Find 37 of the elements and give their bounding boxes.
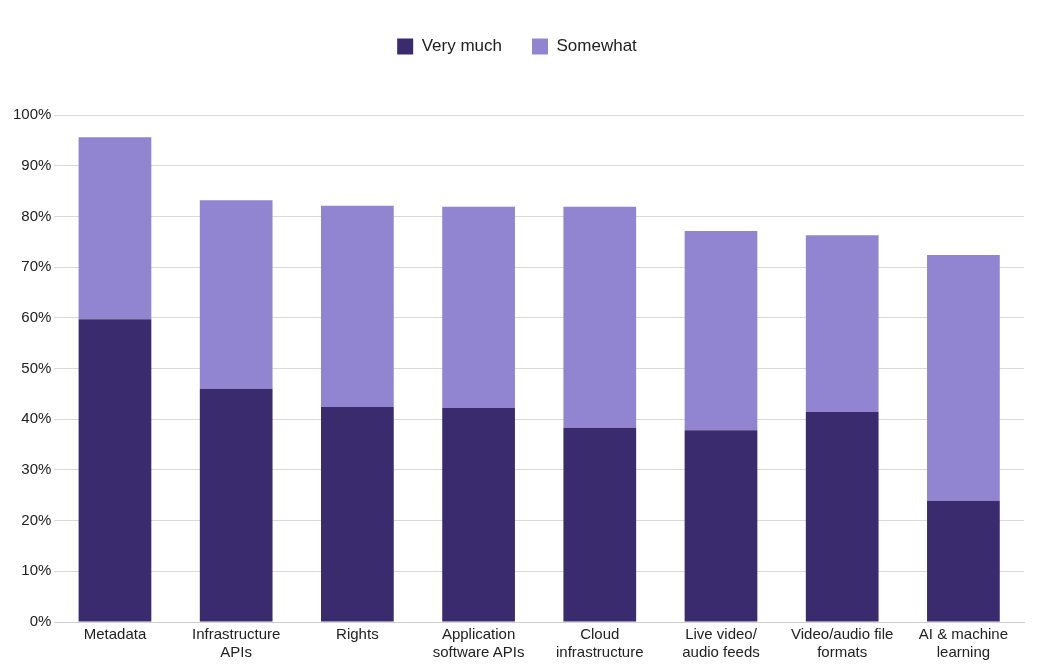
x-tick-label: Infrastructure APIs [191,625,281,661]
bar [442,206,515,409]
bar [321,407,394,622]
x-tick-label: Live video/audio feeds [682,625,760,661]
y-tick-label: 40% [21,409,52,427]
y-tick-label: 70% [21,257,52,275]
bar [321,205,394,408]
y-tick-label: 90% [21,155,52,173]
y-tick-label: 100% [12,105,52,123]
y-tick-label: 60% [21,307,52,325]
bar [563,427,637,622]
y-tick-label: 80% [21,206,52,224]
x-tick-label: Application software APIs [432,625,525,661]
bar [78,137,152,320]
legend-label: Somewhat [556,36,638,56]
legend-label: Very much [421,36,502,56]
bar [199,388,273,622]
y-tick-label: 0% [29,612,52,630]
bar [684,430,758,622]
bar [563,206,637,428]
x-tick-label: AI & machine learning [918,625,1009,661]
x-tick-label: Video/audio file formats [791,625,894,661]
x-tick-label: Cloud infrastructure [556,625,644,661]
bar [199,200,273,389]
bar [442,408,515,622]
x-tick-label: Metadata [83,625,147,643]
x-tick-label: Rights [336,625,379,643]
bar [805,235,879,413]
y-tick-label: 20% [21,510,52,528]
bar [78,319,152,622]
bar [927,500,1000,622]
bar [684,231,758,431]
y-tick-label: 10% [21,561,52,579]
y-tick-label: 30% [21,460,52,478]
bar [805,412,879,622]
bar [927,254,1000,501]
y-tick-label: 50% [21,358,52,376]
